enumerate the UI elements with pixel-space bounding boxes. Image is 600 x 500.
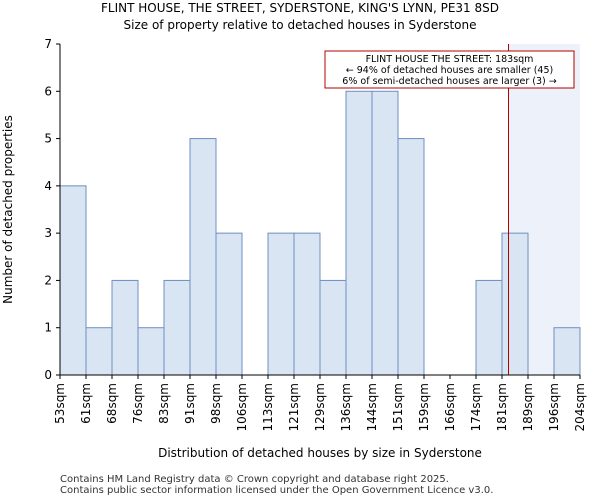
y-axis-title: Number of detached properties xyxy=(1,115,15,304)
x-tick-label: 159sqm xyxy=(417,383,431,431)
bar xyxy=(293,232,321,376)
y-tick-label: 6 xyxy=(44,84,52,98)
x-tick-label: 144sqm xyxy=(365,383,379,431)
x-tick-label: 61sqm xyxy=(79,383,93,424)
y-tick-label: 0 xyxy=(44,368,52,382)
bar xyxy=(163,279,191,376)
bar xyxy=(397,138,425,376)
bar xyxy=(267,232,295,376)
y-tick-label: 4 xyxy=(44,179,52,193)
x-tick-label: 53sqm xyxy=(53,383,67,424)
chart-title: FLINT HOUSE, THE STREET, SYDERSTONE, KIN… xyxy=(101,1,499,15)
chart-subtitle: Size of property relative to detached ho… xyxy=(123,18,477,32)
annotation-line1: FLINT HOUSE THE STREET: 183sqm xyxy=(366,54,534,65)
x-tick-label: 136sqm xyxy=(339,383,353,431)
x-tick-label: 98sqm xyxy=(209,383,223,424)
y-tick-label: 2 xyxy=(44,273,52,287)
x-tick-label: 166sqm xyxy=(443,383,457,431)
x-tick-label: 83sqm xyxy=(157,383,171,424)
y-tick-label: 7 xyxy=(44,37,52,51)
bar xyxy=(111,279,139,376)
x-tick-label: 113sqm xyxy=(261,383,275,431)
footer-copyright: Contains HM Land Registry data © Crown c… xyxy=(60,474,449,485)
y-tick-label: 3 xyxy=(44,226,52,240)
x-tick-label: 76sqm xyxy=(131,383,145,424)
x-tick-label: 121sqm xyxy=(287,383,301,431)
annotation-line2: ← 94% of detached houses are smaller (45… xyxy=(346,65,553,76)
x-tick-label: 174sqm xyxy=(469,383,483,431)
x-tick-label: 151sqm xyxy=(391,383,405,431)
bar xyxy=(371,90,399,376)
bar xyxy=(501,232,529,376)
x-axis-title: Distribution of detached houses by size … xyxy=(158,446,482,460)
bar xyxy=(319,279,347,376)
x-tick-label: 204sqm xyxy=(573,383,587,431)
annotation-line3: 6% of semi-detached houses are larger (3… xyxy=(342,76,556,87)
annotation-box xyxy=(324,50,575,89)
y-tick-label: 5 xyxy=(44,132,52,146)
x-tick-label: 181sqm xyxy=(495,383,509,431)
footer-licence: Contains public sector information licen… xyxy=(60,485,494,496)
x-tick-label: 129sqm xyxy=(313,383,327,431)
x-tick-label: 189sqm xyxy=(521,383,535,431)
x-tick-label: 106sqm xyxy=(235,383,249,431)
x-tick-label: 68sqm xyxy=(105,383,119,424)
bar xyxy=(475,279,503,376)
y-tick-label: 1 xyxy=(44,321,52,335)
bar xyxy=(59,185,87,376)
bar xyxy=(215,232,243,376)
bar xyxy=(553,327,581,376)
bar xyxy=(189,138,217,376)
bar xyxy=(137,327,165,376)
bar xyxy=(85,327,113,376)
x-tick-label: 196sqm xyxy=(547,383,561,431)
bar xyxy=(345,90,373,376)
x-tick-label: 91sqm xyxy=(183,383,197,424)
